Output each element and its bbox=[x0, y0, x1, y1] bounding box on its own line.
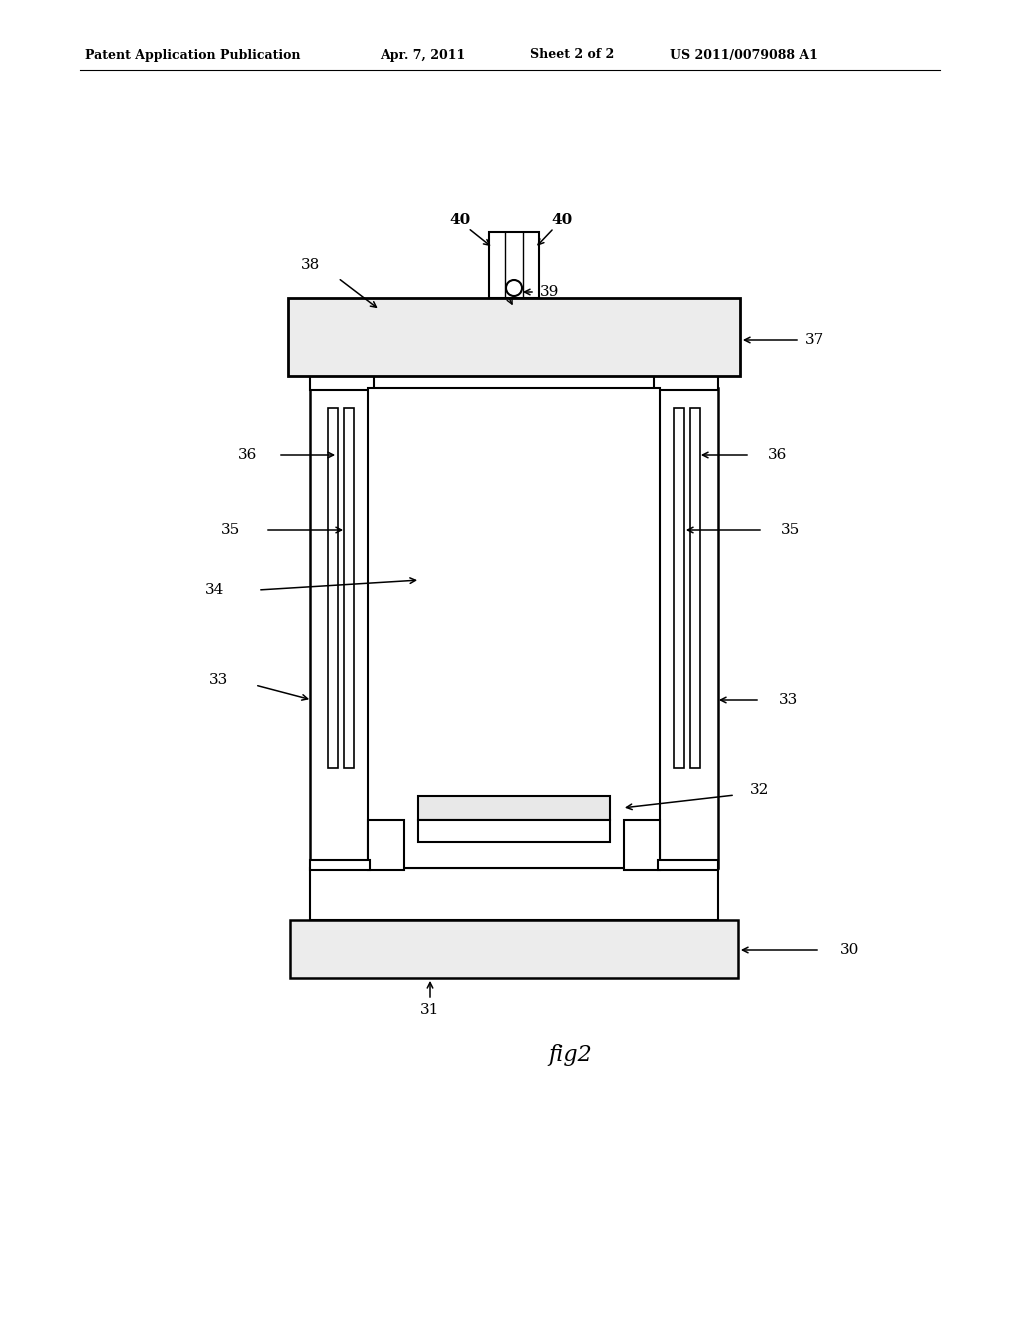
Text: 36: 36 bbox=[768, 447, 787, 462]
Bar bbox=[418, 820, 610, 842]
Text: 33: 33 bbox=[778, 693, 798, 708]
Text: 33: 33 bbox=[208, 673, 227, 686]
Text: 30: 30 bbox=[841, 942, 860, 957]
Text: 38: 38 bbox=[300, 257, 319, 272]
Text: 36: 36 bbox=[239, 447, 258, 462]
Bar bbox=[290, 920, 738, 978]
Bar bbox=[624, 820, 660, 870]
Text: Sheet 2 of 2: Sheet 2 of 2 bbox=[530, 49, 614, 62]
Text: 34: 34 bbox=[206, 583, 224, 597]
Bar bbox=[310, 869, 718, 920]
Text: Patent Application Publication: Patent Application Publication bbox=[85, 49, 300, 62]
Text: fig2: fig2 bbox=[548, 1044, 592, 1067]
Bar bbox=[288, 298, 740, 376]
Bar bbox=[310, 388, 370, 869]
Text: 35: 35 bbox=[780, 523, 800, 537]
Bar bbox=[489, 232, 539, 298]
Text: 35: 35 bbox=[220, 523, 240, 537]
Circle shape bbox=[506, 280, 522, 296]
Bar bbox=[418, 796, 610, 820]
Bar bbox=[368, 388, 660, 869]
Text: 32: 32 bbox=[751, 783, 770, 797]
Bar bbox=[344, 408, 354, 768]
Bar bbox=[658, 388, 718, 869]
Bar bbox=[690, 408, 700, 768]
Text: US 2011/0079088 A1: US 2011/0079088 A1 bbox=[670, 49, 818, 62]
Text: 40: 40 bbox=[450, 213, 471, 227]
Bar bbox=[310, 861, 370, 870]
Bar bbox=[310, 368, 374, 389]
Text: Apr. 7, 2011: Apr. 7, 2011 bbox=[380, 49, 465, 62]
Text: 37: 37 bbox=[805, 333, 824, 347]
Bar bbox=[674, 408, 684, 768]
Text: 40: 40 bbox=[551, 213, 572, 227]
Text: 31: 31 bbox=[420, 1003, 439, 1016]
Bar bbox=[368, 820, 404, 870]
Text: 39: 39 bbox=[541, 285, 560, 300]
Bar bbox=[654, 368, 718, 389]
Bar bbox=[658, 861, 718, 870]
Bar bbox=[328, 408, 338, 768]
